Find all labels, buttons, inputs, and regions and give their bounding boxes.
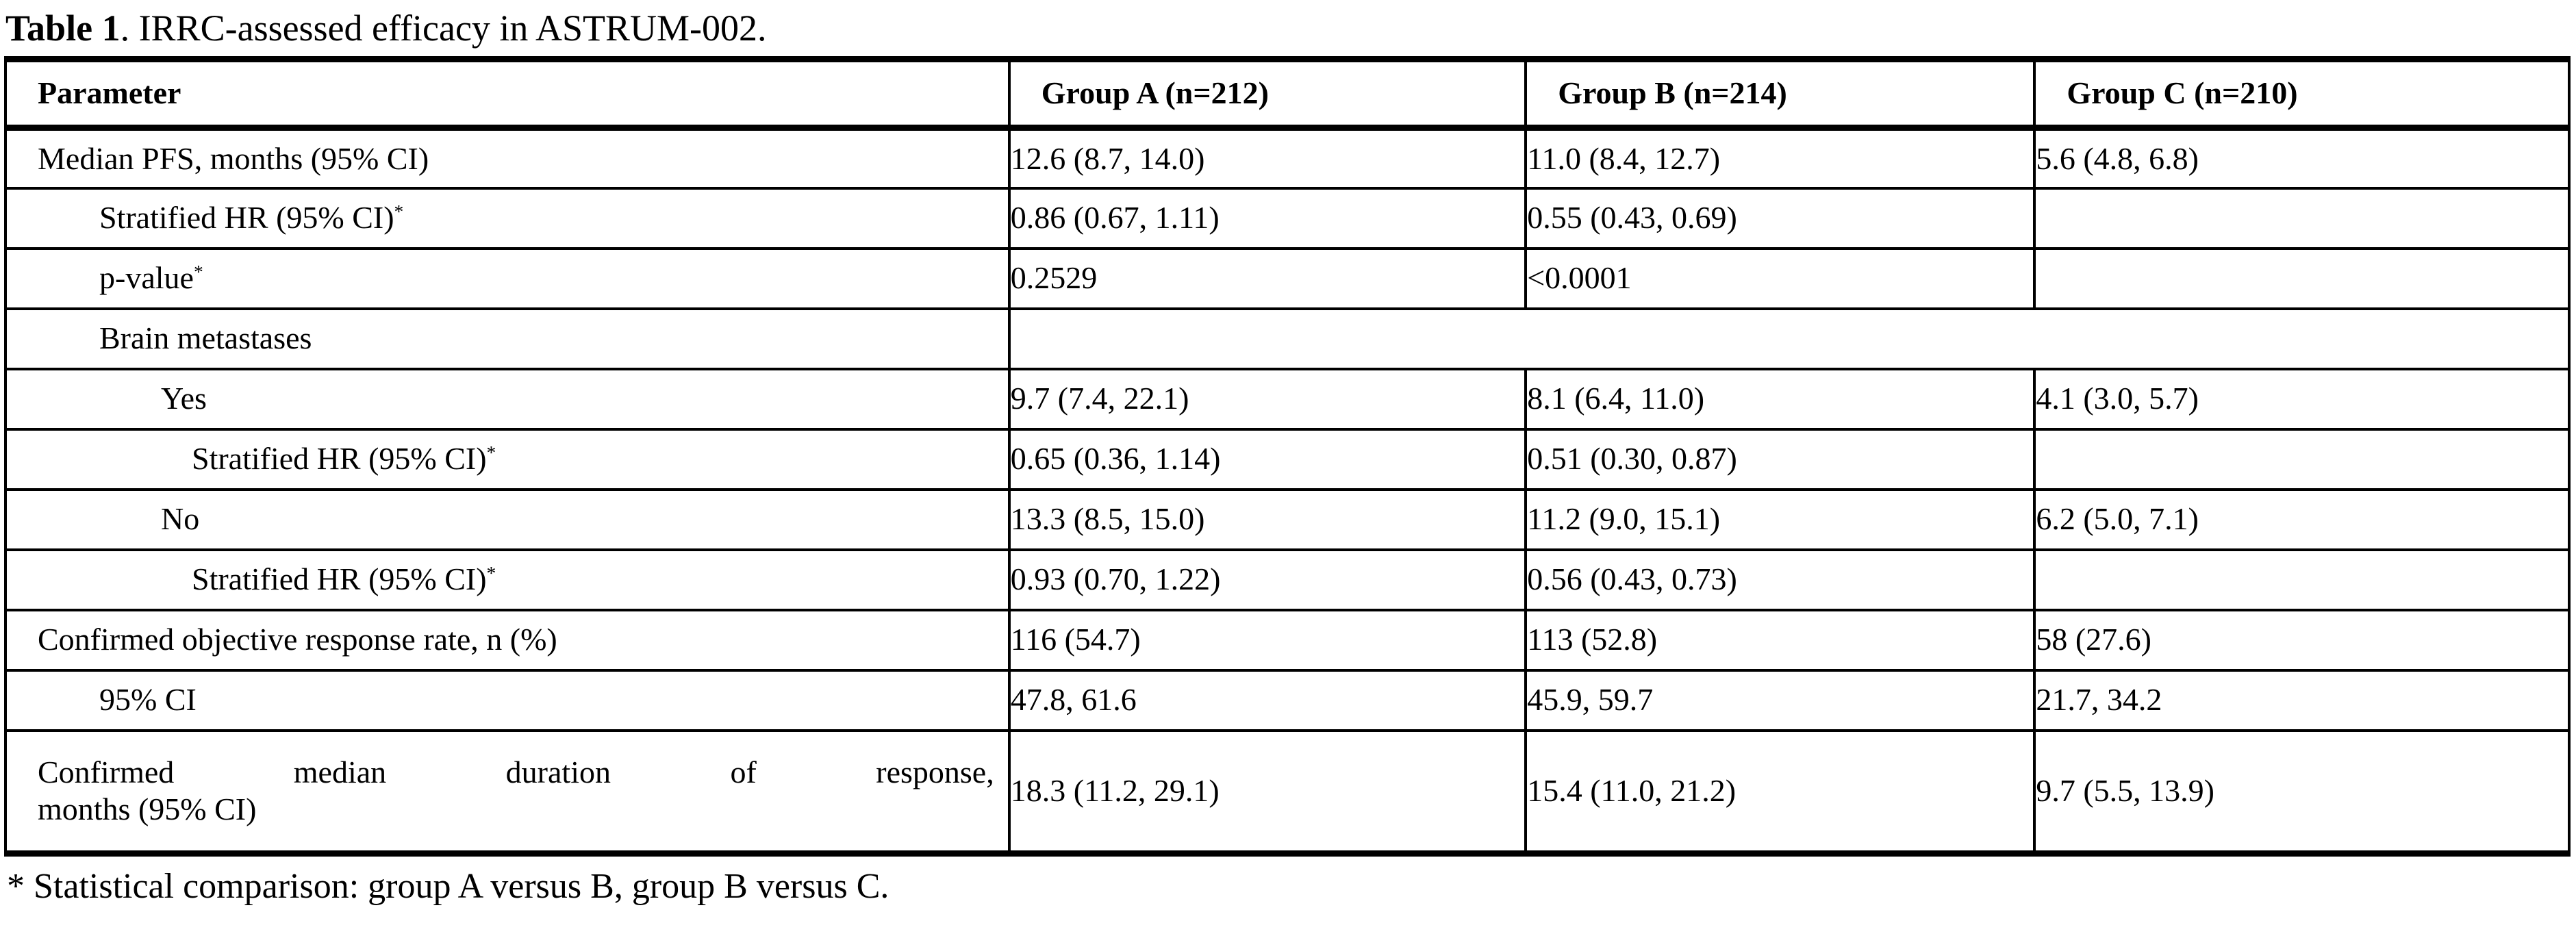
value-cell: 0.93 (0.70, 1.22)	[1007, 548, 1528, 611]
table-row-2: p-value* 0.2529 <0.0001	[4, 246, 2571, 310]
param-cell: Stratified HR (95% CI)*	[4, 427, 1011, 491]
value-cell: 9.7 (5.5, 13.9)	[2033, 729, 2571, 855]
value-cell: 113 (52.8)	[1524, 608, 2036, 672]
table-row-3: Brain metastases	[4, 307, 2571, 370]
footnote-marker: *	[394, 201, 404, 223]
value-cell: 11.2 (9.0, 15.1)	[1524, 488, 2036, 551]
value-cell: 12.6 (8.7, 14.0)	[1007, 126, 1528, 190]
param-cell: 95% CI	[4, 668, 1011, 732]
value-cell	[2033, 246, 2571, 310]
table-row-10: Confirmed median duration of response, months…	[4, 729, 2571, 855]
value-cell: 9.7 (7.4, 22.1)	[1007, 367, 1528, 431]
value-cell: 18.3 (11.2, 29.1)	[1007, 729, 1528, 855]
value-cell: 21.7, 34.2	[2033, 668, 2571, 732]
param-cell: p-value*	[4, 246, 1011, 310]
param-cell: Stratified HR (95% CI)*	[4, 548, 1011, 611]
table-row-7: Stratified HR (95% CI)* 0.93 (0.70, 1.22)…	[4, 548, 2571, 611]
header-row: Parameter Group A (n=212) Group B (n=214) G…	[4, 58, 2571, 131]
col-header-3: Group C (n=210)	[2033, 58, 2571, 131]
value-cell: <0.0001	[1524, 246, 2036, 310]
value-cell	[2033, 548, 2571, 611]
value-cell: 4.1 (3.0, 5.7)	[2033, 367, 2571, 431]
value-cell: 58 (27.6)	[2033, 608, 2571, 672]
value-cell: 0.86 (0.67, 1.11)	[1007, 186, 1528, 250]
footnote-marker: *	[486, 562, 496, 584]
merged-empty-cell	[1007, 307, 2571, 370]
value-cell	[2033, 186, 2571, 250]
value-cell: 0.51 (0.30, 0.87)	[1524, 427, 2036, 491]
value-cell: 47.8, 61.6	[1007, 668, 1528, 732]
param-cell: Median PFS, months (95% CI)	[4, 126, 1011, 190]
table-footnote: * Statistical comparison: group A versus…	[7, 867, 889, 907]
table-row-6: No 13.3 (8.5, 15.0) 11.2 (9.0, 15.1) 6.2 (5…	[4, 488, 2571, 551]
value-cell: 6.2 (5.0, 7.1)	[2033, 488, 2571, 551]
table-row-8: Confirmed objective response rate, n (%)…	[4, 608, 2571, 672]
col-header-0: Parameter	[4, 58, 1011, 131]
param-cell: Confirmed median duration of response, months…	[4, 729, 1011, 855]
value-cell: 0.65 (0.36, 1.14)	[1007, 427, 1528, 491]
value-cell: 15.4 (11.0, 21.2)	[1524, 729, 2036, 855]
value-cell: 0.2529	[1007, 246, 1528, 310]
table-title-label: Table 1	[5, 8, 121, 49]
param-cell: No	[4, 488, 1011, 551]
footnote-marker: *	[193, 261, 203, 283]
param-cell: Yes	[4, 367, 1011, 431]
table-row-4: Yes 9.7 (7.4, 22.1) 8.1 (6.4, 11.0) 4.1 (3.…	[4, 367, 2571, 431]
value-cell: 8.1 (6.4, 11.0)	[1524, 367, 2036, 431]
table-row-0: Median PFS, months (95% CI) 12.6 (8.7, 14…	[4, 126, 2571, 190]
efficacy-table: Parameter Group A (n=212) Group B (n=214) G…	[4, 56, 2571, 857]
table-row-5: Stratified HR (95% CI)* 0.65 (0.36, 1.14)…	[4, 427, 2571, 491]
value-cell: 116 (54.7)	[1007, 608, 1528, 672]
col-header-2: Group B (n=214)	[1524, 58, 2036, 131]
value-cell	[2033, 427, 2571, 491]
value-cell: 0.55 (0.43, 0.69)	[1524, 186, 2036, 250]
param-cell: Brain metastases	[4, 307, 1011, 370]
value-cell: 5.6 (4.8, 6.8)	[2033, 126, 2571, 190]
table-title: Table 1. IRRC-assessed efficacy in ASTRU…	[5, 7, 2573, 49]
col-header-1: Group A (n=212)	[1007, 58, 1528, 131]
value-cell: 11.0 (8.4, 12.7)	[1524, 126, 2036, 190]
param-cell: Stratified HR (95% CI)*	[4, 186, 1011, 250]
table-row-1: Stratified HR (95% CI)* 0.86 (0.67, 1.11)…	[4, 186, 2571, 250]
param-cell: Confirmed objective response rate, n (%)	[4, 608, 1011, 672]
footnote-marker: *	[486, 442, 496, 464]
table-row-9: 95% CI 47.8, 61.6 45.9, 59.7 21.7, 34.2	[4, 668, 2571, 732]
table-title-text: . IRRC-assessed efficacy in ASTRUM-002.	[120, 8, 767, 49]
value-cell: 13.3 (8.5, 15.0)	[1007, 488, 1528, 551]
value-cell: 0.56 (0.43, 0.73)	[1524, 548, 2036, 611]
value-cell: 45.9, 59.7	[1524, 668, 2036, 732]
